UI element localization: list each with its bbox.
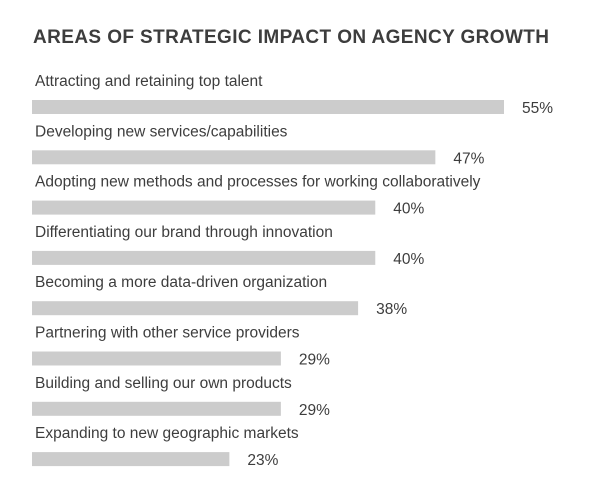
bar-row: Differentiating our brand through innova… bbox=[32, 224, 425, 268]
bar bbox=[32, 301, 359, 316]
bar-row: Becoming a more data-driven organization… bbox=[32, 274, 407, 318]
bar-row: Attracting and retaining top talent 55% bbox=[32, 73, 553, 117]
bar bbox=[32, 351, 281, 366]
chart-title: AREAS OF STRATEGIC IMPACT ON AGENCY GROW… bbox=[33, 27, 550, 48]
bar bbox=[32, 100, 504, 114]
bar-row: Expanding to new geographic markets 23% bbox=[32, 425, 299, 469]
bar-row: Developing new services/capabilities 47% bbox=[32, 123, 485, 167]
value-label: 40% bbox=[393, 201, 424, 218]
category-label: Adopting new methods and processes for w… bbox=[35, 174, 481, 191]
value-label: 23% bbox=[247, 452, 278, 469]
bar bbox=[32, 250, 376, 265]
category-label: Developing new services/capabilities bbox=[35, 123, 288, 140]
value-label: 29% bbox=[299, 352, 330, 369]
value-label: 38% bbox=[376, 301, 407, 318]
value-label: 47% bbox=[453, 150, 484, 167]
category-label: Differentiating our brand through innova… bbox=[35, 224, 333, 241]
category-label: Partnering with other service providers bbox=[35, 325, 300, 342]
bar bbox=[32, 200, 376, 215]
category-label: Building and selling our own products bbox=[35, 375, 292, 392]
value-label: 29% bbox=[299, 402, 330, 419]
value-label: 55% bbox=[522, 100, 553, 117]
bar-row: Partnering with other service providers 2… bbox=[32, 325, 330, 369]
bar bbox=[32, 452, 230, 467]
bar bbox=[32, 401, 281, 416]
bar-row: Adopting new methods and processes for w… bbox=[32, 174, 481, 218]
bar bbox=[32, 150, 436, 165]
bar-row: Building and selling our own products 29% bbox=[32, 375, 330, 419]
value-label: 40% bbox=[393, 251, 424, 268]
category-label: Attracting and retaining top talent bbox=[35, 73, 263, 90]
category-label: Expanding to new geographic markets bbox=[35, 425, 299, 442]
category-label: Becoming a more data-driven organization bbox=[35, 274, 327, 291]
